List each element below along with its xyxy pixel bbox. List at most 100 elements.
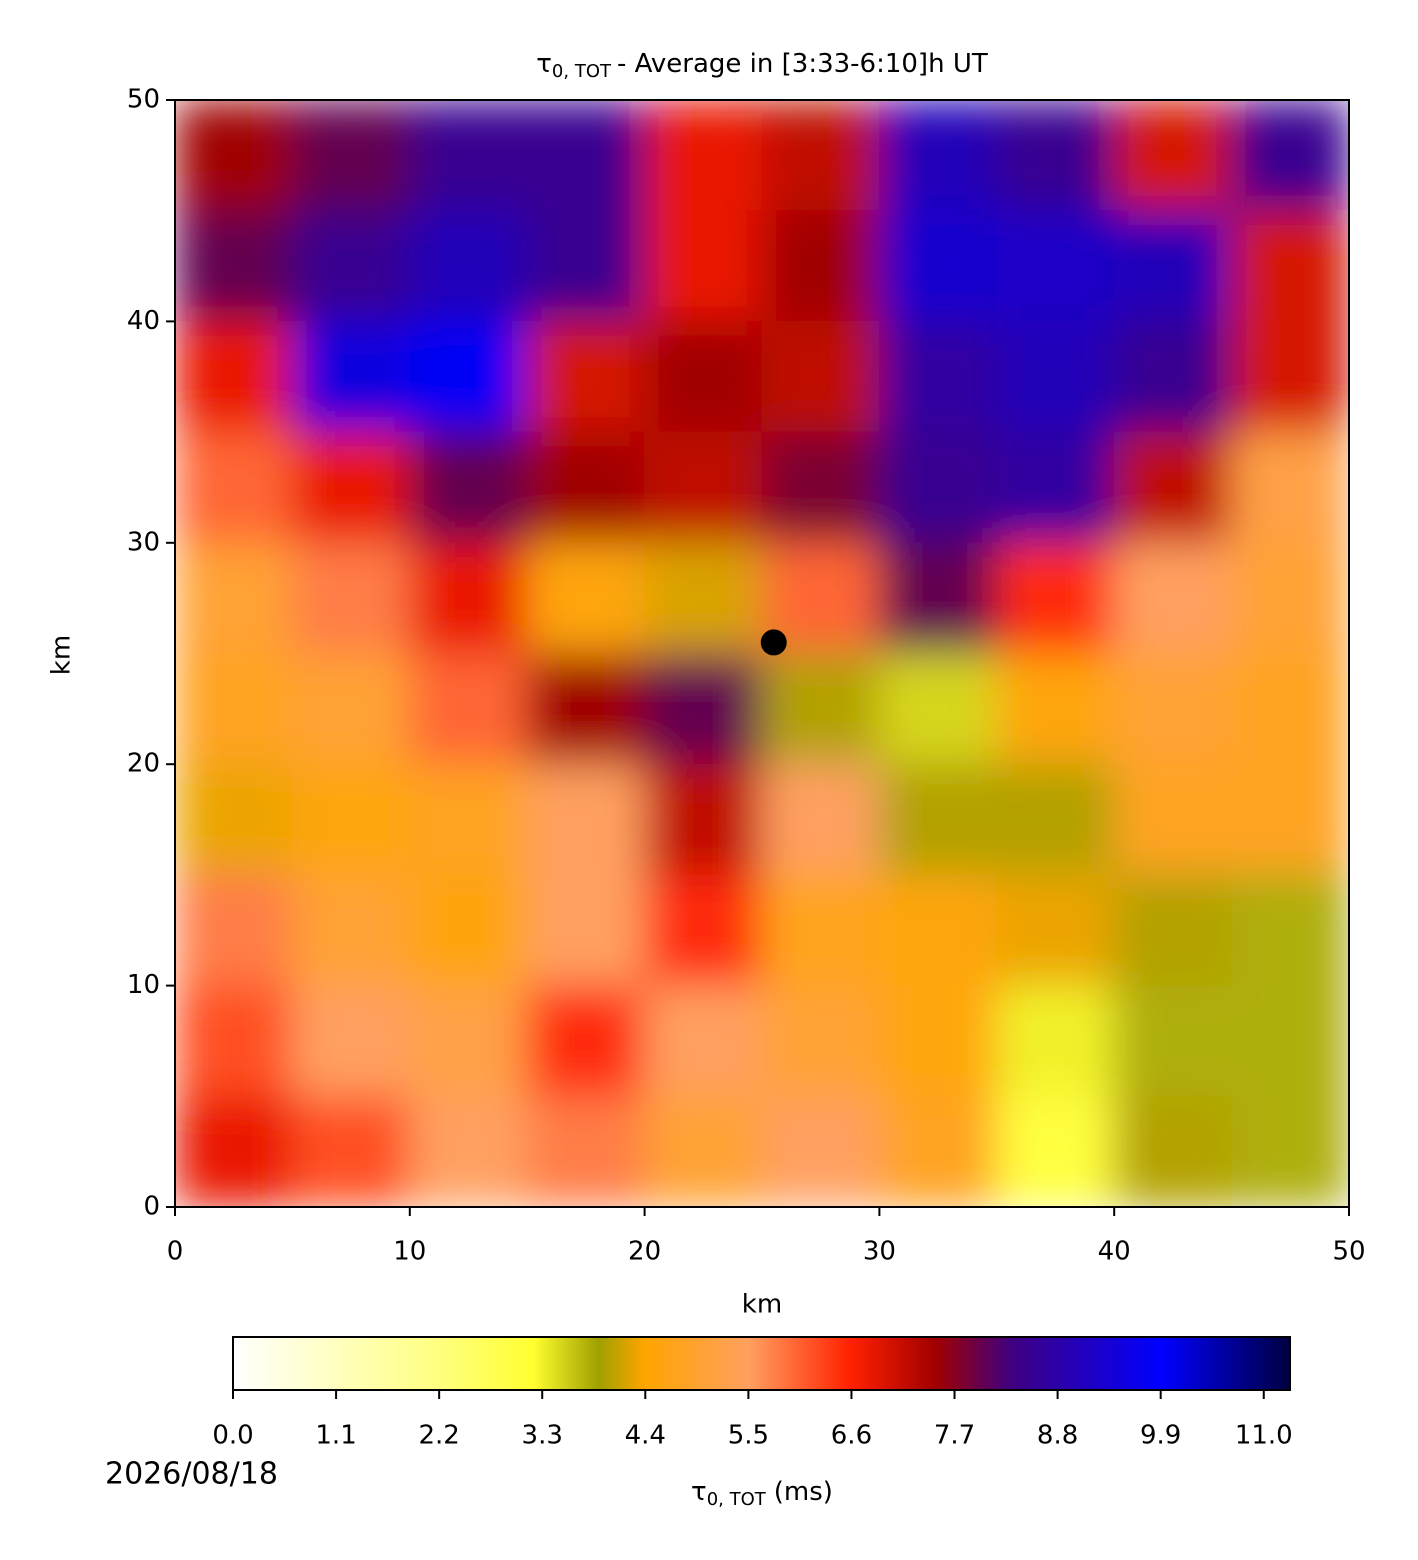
heat-cell (761, 653, 880, 765)
heat-cell (1113, 320, 1233, 433)
x-tick-label: 20 (628, 1237, 661, 1267)
y-tick-label: 50 (127, 85, 160, 115)
heat-cell (409, 542, 528, 654)
heat-cell (291, 985, 411, 1097)
heat-cell (1231, 431, 1349, 544)
colorbar-tick-label: 4.4 (625, 1421, 666, 1451)
title-symbol: τ (536, 49, 552, 79)
x-tick-label: 50 (1332, 1237, 1365, 1267)
heat-cell (761, 100, 880, 212)
heat-cell (644, 320, 763, 433)
colorbar-tick-label: 3.3 (522, 1421, 563, 1451)
heat-cell (996, 763, 1115, 876)
colorbar-tick-label: 8.8 (1037, 1421, 1078, 1451)
cbar-subscript: 0, TOT (707, 1489, 767, 1510)
heat-cell (175, 763, 293, 876)
x-tick-label: 30 (863, 1237, 896, 1267)
date-label: 2026/08/18 (105, 1457, 278, 1492)
heat-cell (526, 320, 646, 433)
heat-cell (175, 653, 293, 765)
heat-cell (644, 210, 763, 322)
heat-cell (878, 320, 998, 433)
heat-cell (996, 431, 1115, 544)
heat-cell (878, 210, 998, 322)
heat-cell (644, 431, 763, 544)
heat-cell (761, 985, 880, 1097)
heat-cell (526, 874, 646, 987)
heat-cell (409, 431, 528, 544)
heat-cell (526, 542, 646, 654)
heat-cell (996, 1095, 1115, 1207)
heat-cell (526, 653, 646, 765)
heat-cell (409, 210, 528, 322)
heat-cell (291, 874, 411, 987)
heat-cell (175, 874, 293, 987)
heat-cell (175, 542, 293, 654)
heat-cell (878, 763, 998, 876)
heat-cell (996, 653, 1115, 765)
chart-title: τ0, TOT - Average in [3:33-6:10]h UT (536, 49, 988, 83)
x-tick-label: 0 (167, 1237, 184, 1267)
heat-cell (526, 431, 646, 544)
heat-cell (1231, 210, 1349, 322)
x-axis-label: km (742, 1290, 782, 1320)
heat-cell (1113, 653, 1233, 765)
colorbar-tick-label: 7.7 (934, 1421, 975, 1451)
heat-cell (1231, 874, 1349, 987)
heat-cell (644, 763, 763, 876)
heat-cell (409, 1095, 528, 1207)
y-tick-label: 40 (127, 306, 160, 336)
heat-cell (1113, 542, 1233, 654)
heat-cell (1113, 431, 1233, 544)
heat-cell (761, 320, 880, 433)
heat-cell (996, 210, 1115, 322)
heat-cell (878, 874, 998, 987)
y-tick-label: 0 (143, 1192, 160, 1222)
heat-cell (1113, 985, 1233, 1097)
heat-cell (878, 431, 998, 544)
heat-cell (644, 874, 763, 987)
heat-cell (175, 985, 293, 1097)
colorbar-tick-label: 2.2 (418, 1421, 459, 1451)
heat-cell (526, 985, 646, 1097)
heat-cell (409, 763, 528, 876)
field (175, 100, 1349, 1207)
cbar-symbol: τ (691, 1477, 707, 1507)
heat-cell (409, 653, 528, 765)
heat-cell (291, 100, 411, 212)
heat-cell (409, 100, 528, 212)
heat-cell (291, 210, 411, 322)
y-tick-label: 20 (127, 749, 160, 779)
y-tick-label: 30 (127, 527, 160, 557)
heat-cell (878, 653, 998, 765)
heat-cell (878, 542, 998, 654)
heat-cell (996, 542, 1115, 654)
heat-cell (1231, 1095, 1349, 1207)
colorbar-tick-label: 1.1 (315, 1421, 356, 1451)
site-marker (760, 629, 787, 656)
heat-cell (526, 100, 646, 212)
y-tick-label: 10 (127, 970, 160, 1000)
heat-cell (291, 1095, 411, 1207)
heat-cell (761, 874, 880, 987)
heat-cell (526, 763, 646, 876)
heat-cell (291, 431, 411, 544)
heat-cell (996, 985, 1115, 1097)
colorbar-tick-label: 11.0 (1235, 1421, 1293, 1451)
heat-cell (175, 320, 293, 433)
heat-cell (526, 210, 646, 322)
cells (175, 100, 1349, 1207)
heat-cell (878, 100, 998, 212)
heat-cell (1231, 653, 1349, 765)
heat-cell (1113, 210, 1233, 322)
heat-cell (291, 542, 411, 654)
cbar-text: (ms) (774, 1477, 833, 1507)
heat-cell (409, 320, 528, 433)
heat-cell (175, 431, 293, 544)
heat-cell (1231, 985, 1349, 1097)
heat-cell (761, 1095, 880, 1207)
heat-cell (291, 763, 411, 876)
heat-cell (1113, 763, 1233, 876)
colorbar-label: τ0, TOT (ms) (691, 1477, 833, 1511)
